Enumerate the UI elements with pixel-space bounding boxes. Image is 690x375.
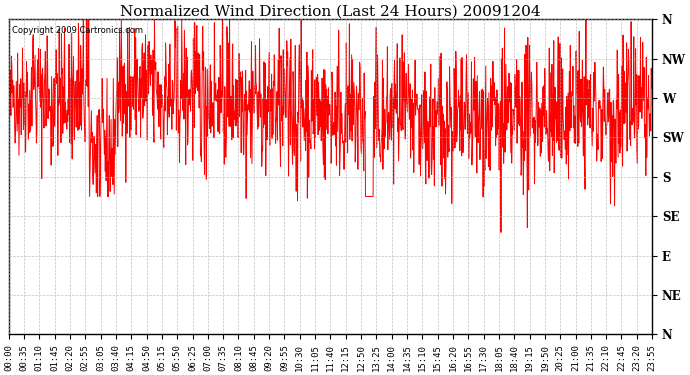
- Text: Copyright 2009 Cartronics.com: Copyright 2009 Cartronics.com: [12, 26, 143, 34]
- Title: Normalized Wind Direction (Last 24 Hours) 20091204: Normalized Wind Direction (Last 24 Hours…: [120, 4, 541, 18]
